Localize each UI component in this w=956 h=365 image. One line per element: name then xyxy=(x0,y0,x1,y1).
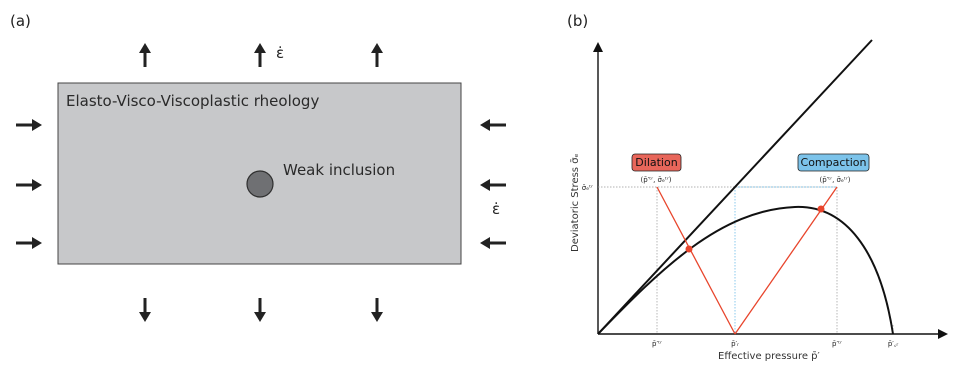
left-arrow-middle-icon xyxy=(16,179,42,191)
right-arrow-bottom-icon xyxy=(480,237,506,249)
panel-a-label: (a) xyxy=(10,12,31,30)
right-arrow-middle-icon xyxy=(480,179,506,191)
top-arrow-right-icon xyxy=(371,43,383,67)
left-arrow-bottom-icon xyxy=(16,237,42,249)
x-tick-p-cr: p̄′꜀ᵣ xyxy=(888,340,898,348)
bottom-arrow-center-icon xyxy=(254,298,266,322)
top-arrow-left-icon xyxy=(139,43,151,67)
x-tick-p-r: p̄′ᵣ xyxy=(731,340,739,348)
strain-rate-side-label: ε̇ xyxy=(492,200,500,218)
tensile-line xyxy=(597,39,873,335)
x-axis-title: Effective pressure p̄′ xyxy=(718,351,821,362)
weak-inclusion-circle xyxy=(246,170,274,198)
y-tick-trial-stress: σ̄ₑᵗʳ xyxy=(582,184,593,192)
strain-rate-top-label: ε̇ xyxy=(276,44,284,62)
rheology-title: Elasto-Visco-Viscoplastic rheology xyxy=(66,92,319,110)
dilation-path xyxy=(656,186,736,335)
panel-b-label: (b) xyxy=(567,12,588,30)
dilation-tag-box xyxy=(631,153,682,172)
dilation-coords: (p̄′ᵗʳ, σ̄ₑᵗʳ) xyxy=(640,176,671,184)
right-arrow-top-icon xyxy=(480,119,506,131)
x-tick-p-trial-left: p̄′ᵗʳ xyxy=(652,340,662,348)
bottom-arrow-right-icon xyxy=(371,298,383,322)
top-arrow-center-icon xyxy=(254,43,266,67)
compaction-coords: (p̄′ᵗʳ, σ̄ₑᵗʳ) xyxy=(819,176,850,184)
dilation-tag: Dilation xyxy=(635,156,677,169)
compaction-tag: Compaction xyxy=(801,156,867,169)
y-axis-title: Deviatoric Stress σ̄ₑ xyxy=(570,153,581,252)
weak-inclusion-label: Weak inclusion xyxy=(283,161,395,179)
yield-surface-curve xyxy=(597,205,894,335)
left-arrow-top-icon xyxy=(16,119,42,131)
compaction-intersection-point xyxy=(817,205,825,213)
dilation-intersection-point xyxy=(685,245,693,253)
compaction-tag-box xyxy=(797,153,870,172)
bottom-arrow-left-icon xyxy=(139,298,151,322)
x-tick-p-trial-right: p̄′ᵗʳ xyxy=(832,340,842,348)
